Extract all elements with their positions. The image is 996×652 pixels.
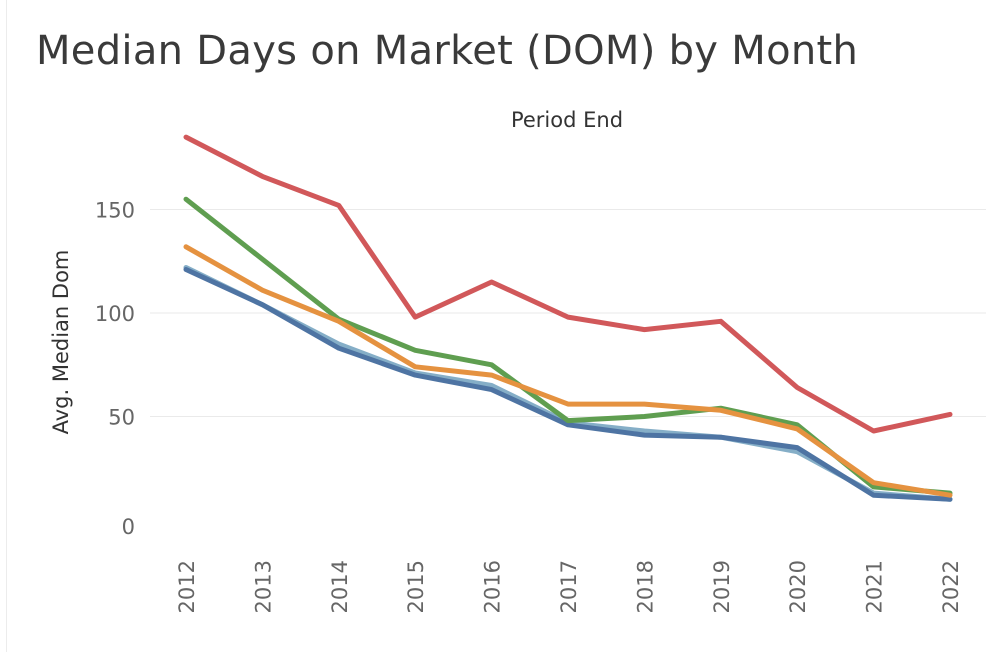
y-tick-label: 100 — [95, 302, 135, 326]
x-tick-label: 2022 — [939, 560, 963, 613]
x-tick-label: 2017 — [557, 560, 581, 613]
chart-title: Median Days on Market (DOM) by Month — [36, 28, 859, 74]
x-tick-label: 2016 — [481, 560, 505, 613]
x-tick-label: 2021 — [863, 560, 887, 613]
y-axis-title: Avg. Median Dom — [49, 250, 73, 435]
x-tick-label: 2012 — [175, 560, 199, 613]
x-tick-label: 2018 — [633, 560, 657, 613]
x-axis-title: Period End — [511, 108, 623, 132]
y-tick-label: 0 — [122, 515, 135, 539]
x-tick-label: 2015 — [404, 560, 428, 613]
series-line-3 — [183, 244, 953, 498]
x-tick-label: 2020 — [786, 560, 810, 613]
series-line-2 — [183, 196, 953, 496]
y-tick-labels: 0 50 100 150 — [95, 199, 135, 540]
y-tick-label: 150 — [95, 199, 135, 223]
y-tick-label: 50 — [108, 406, 135, 430]
series-line-1 — [183, 134, 953, 434]
series-lines — [183, 134, 953, 502]
x-tick-label: 2013 — [251, 560, 275, 613]
series-line-5 — [183, 267, 953, 502]
series-line-4 — [183, 265, 953, 502]
left-border — [6, 0, 7, 652]
x-tick-label: 2014 — [328, 560, 352, 613]
x-tick-labels: 2012 2013 2014 2015 2016 2017 2018 2019 2020 2021… — [175, 560, 963, 613]
x-tick-label: 2019 — [710, 560, 734, 613]
